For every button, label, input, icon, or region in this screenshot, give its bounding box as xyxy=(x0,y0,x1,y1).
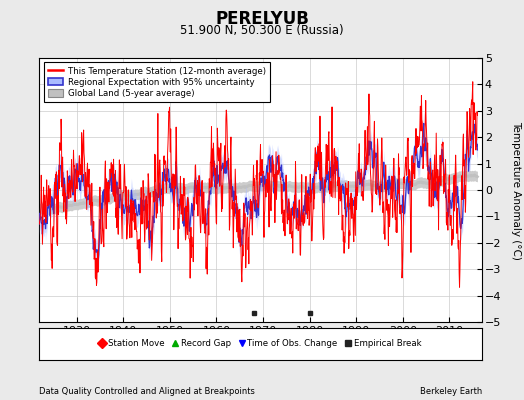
Text: PERELYUB: PERELYUB xyxy=(215,10,309,28)
Y-axis label: Temperature Anomaly (°C): Temperature Anomaly (°C) xyxy=(511,120,521,260)
Legend: This Temperature Station (12-month average), Regional Expectation with 95% uncer: This Temperature Station (12-month avera… xyxy=(43,62,270,102)
Text: 51.900 N, 50.300 E (Russia): 51.900 N, 50.300 E (Russia) xyxy=(180,24,344,37)
Legend: Station Move, Record Gap, Time of Obs. Change, Empirical Break: Station Move, Record Gap, Time of Obs. C… xyxy=(97,337,424,351)
Text: Data Quality Controlled and Aligned at Breakpoints: Data Quality Controlled and Aligned at B… xyxy=(39,387,255,396)
Text: Berkeley Earth: Berkeley Earth xyxy=(420,387,482,396)
